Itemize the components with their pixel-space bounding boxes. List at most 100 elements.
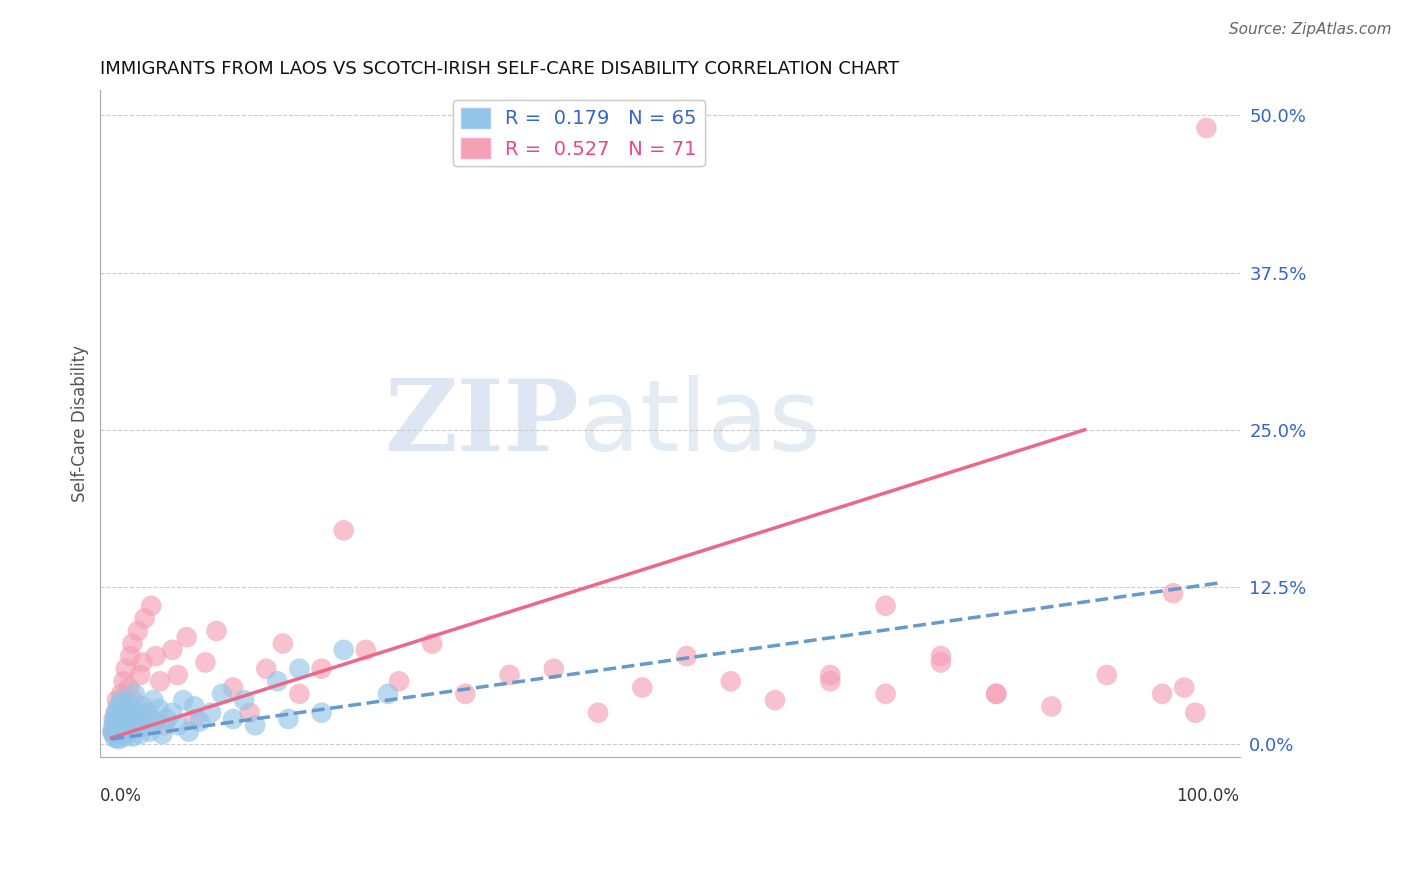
Text: 0.0%: 0.0% bbox=[100, 787, 142, 805]
Point bbox=[124, 687, 146, 701]
Point bbox=[104, 706, 127, 720]
Point bbox=[108, 712, 131, 726]
Point bbox=[105, 718, 128, 732]
Point bbox=[103, 727, 125, 741]
Point bbox=[136, 706, 159, 720]
Point bbox=[115, 702, 138, 716]
Point bbox=[105, 709, 128, 723]
Point bbox=[233, 693, 256, 707]
Point bbox=[239, 706, 262, 720]
Point bbox=[763, 693, 786, 707]
Point bbox=[131, 699, 153, 714]
Point bbox=[129, 668, 152, 682]
Point bbox=[631, 681, 654, 695]
Point bbox=[377, 687, 399, 701]
Point bbox=[120, 706, 142, 720]
Point bbox=[112, 727, 135, 741]
Point bbox=[121, 730, 143, 744]
Point bbox=[121, 636, 143, 650]
Point bbox=[986, 687, 1008, 701]
Point bbox=[153, 718, 176, 732]
Point bbox=[120, 714, 142, 729]
Point bbox=[288, 687, 311, 701]
Point bbox=[105, 693, 128, 707]
Point bbox=[1184, 706, 1206, 720]
Point bbox=[311, 662, 333, 676]
Text: atlas: atlas bbox=[579, 375, 821, 472]
Point bbox=[172, 693, 194, 707]
Legend: R =  0.179   N = 65, R =  0.527   N = 71: R = 0.179 N = 65, R = 0.527 N = 71 bbox=[453, 100, 704, 166]
Point bbox=[129, 727, 152, 741]
Point bbox=[145, 714, 167, 729]
Point bbox=[205, 624, 228, 638]
Point bbox=[114, 718, 136, 732]
Point bbox=[108, 732, 131, 747]
Point bbox=[107, 714, 129, 729]
Point bbox=[131, 656, 153, 670]
Point bbox=[332, 524, 354, 538]
Point bbox=[117, 714, 139, 729]
Point bbox=[875, 599, 897, 613]
Point bbox=[104, 706, 127, 720]
Point bbox=[107, 714, 129, 729]
Point bbox=[148, 702, 170, 716]
Point bbox=[454, 687, 477, 701]
Point bbox=[139, 724, 162, 739]
Point bbox=[586, 706, 609, 720]
Text: IMMIGRANTS FROM LAOS VS SCOTCH-IRISH SELF-CARE DISABILITY CORRELATION CHART: IMMIGRANTS FROM LAOS VS SCOTCH-IRISH SEL… bbox=[100, 60, 900, 78]
Point bbox=[142, 693, 165, 707]
Point bbox=[108, 724, 131, 739]
Point bbox=[720, 674, 742, 689]
Point bbox=[114, 662, 136, 676]
Point bbox=[122, 693, 145, 707]
Point bbox=[820, 674, 842, 689]
Point bbox=[110, 722, 132, 736]
Point bbox=[103, 718, 125, 732]
Point bbox=[176, 630, 198, 644]
Point bbox=[1173, 681, 1195, 695]
Point bbox=[929, 656, 952, 670]
Text: 100.0%: 100.0% bbox=[1177, 787, 1240, 805]
Text: Source: ZipAtlas.com: Source: ZipAtlas.com bbox=[1229, 22, 1392, 37]
Point bbox=[188, 714, 211, 729]
Y-axis label: Self-Care Disability: Self-Care Disability bbox=[72, 345, 89, 502]
Point bbox=[543, 662, 565, 676]
Point bbox=[110, 687, 132, 701]
Point bbox=[103, 712, 125, 726]
Point bbox=[111, 722, 134, 736]
Point bbox=[127, 706, 149, 720]
Point bbox=[929, 649, 952, 664]
Point bbox=[194, 656, 217, 670]
Point bbox=[222, 681, 245, 695]
Point bbox=[111, 702, 134, 716]
Point bbox=[498, 668, 520, 682]
Point bbox=[112, 674, 135, 689]
Point bbox=[166, 668, 188, 682]
Point bbox=[122, 712, 145, 726]
Point bbox=[420, 636, 443, 650]
Point bbox=[166, 718, 188, 732]
Point bbox=[200, 706, 222, 720]
Point bbox=[110, 727, 132, 741]
Point bbox=[354, 643, 377, 657]
Point bbox=[105, 727, 128, 741]
Point bbox=[107, 699, 129, 714]
Point bbox=[162, 643, 184, 657]
Point bbox=[104, 731, 127, 745]
Point bbox=[820, 668, 842, 682]
Point bbox=[117, 727, 139, 741]
Point bbox=[1195, 120, 1218, 135]
Point bbox=[110, 718, 132, 732]
Point bbox=[222, 712, 245, 726]
Point bbox=[120, 699, 142, 714]
Point bbox=[156, 712, 179, 726]
Point bbox=[271, 636, 294, 650]
Point bbox=[104, 722, 127, 736]
Point bbox=[149, 674, 172, 689]
Point bbox=[105, 731, 128, 745]
Point bbox=[104, 712, 127, 726]
Point bbox=[101, 724, 124, 739]
Point bbox=[111, 709, 134, 723]
Point bbox=[110, 693, 132, 707]
Point bbox=[114, 724, 136, 739]
